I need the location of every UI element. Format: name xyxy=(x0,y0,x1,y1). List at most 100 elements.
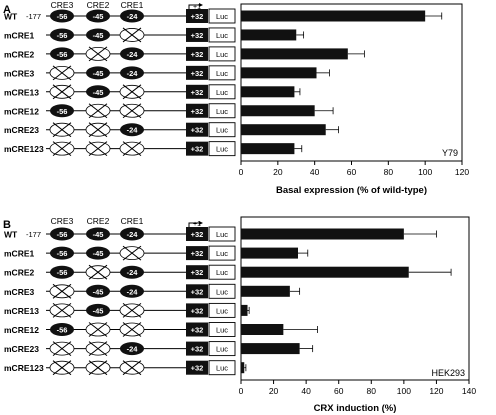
bar-mcre3 xyxy=(241,285,290,297)
exon-box xyxy=(186,265,208,280)
cell-line-label: Y79 xyxy=(442,148,458,158)
exon-box xyxy=(186,360,208,375)
exon-box xyxy=(186,46,208,61)
x-axis-title: Basal expression (% of wild-type) xyxy=(276,185,427,196)
luc-box xyxy=(208,302,236,318)
exon-label: +32 xyxy=(191,12,204,21)
exon-label: +32 xyxy=(191,249,204,258)
x-tick-label: 100 xyxy=(418,167,432,177)
bar-wt xyxy=(241,228,404,240)
cre-label: CRE2 xyxy=(87,0,110,10)
mutation-cross-icon xyxy=(52,283,72,299)
luc-box xyxy=(208,103,236,119)
x-tick-label: 0 xyxy=(239,386,244,396)
luc-label: Luc xyxy=(216,326,228,335)
mutation-cross-icon xyxy=(122,322,142,337)
luc-box xyxy=(208,8,236,24)
wt-start-label: -177 xyxy=(26,12,41,21)
cre-site-label: -24 xyxy=(127,50,139,59)
plot-frame xyxy=(240,216,470,381)
mutation-cross-icon xyxy=(122,360,142,376)
cre-site xyxy=(50,9,74,23)
luc-box xyxy=(208,226,236,242)
cre-site xyxy=(50,47,74,61)
construct-label: mCRE1 xyxy=(4,249,35,259)
cre-site xyxy=(50,265,74,279)
panel-letter: A xyxy=(3,4,11,16)
construct-label: WT xyxy=(4,12,18,22)
cre-site-label: -24 xyxy=(127,126,139,135)
exon-box xyxy=(186,65,208,80)
tss-arrowhead xyxy=(199,3,203,7)
mutation-cross-icon xyxy=(122,27,142,43)
luc-label: Luc xyxy=(216,268,228,277)
cre-site-label: -24 xyxy=(127,268,139,277)
construct-label: mCRE2 xyxy=(4,49,35,59)
cre-site xyxy=(50,227,74,241)
exon-label: +32 xyxy=(191,306,204,315)
exon-box xyxy=(186,284,208,299)
x-tick-label: 60 xyxy=(347,167,357,177)
mutation-cross-icon xyxy=(88,264,108,280)
panel-letter: B xyxy=(3,219,11,231)
x-axis-title: CRX induction (%) xyxy=(314,403,397,414)
bar-mcre3 xyxy=(241,67,317,79)
construct-label: mCRE12 xyxy=(4,325,39,335)
mutation-cross-icon xyxy=(88,341,108,356)
exon-box xyxy=(186,341,208,356)
bar-mcre2 xyxy=(241,48,348,60)
luc-label: Luc xyxy=(216,12,228,21)
construct-label: mCRE23 xyxy=(4,125,39,135)
cre-site xyxy=(50,246,74,260)
cre-label: CRE2 xyxy=(87,216,110,226)
construct-label: mCRE3 xyxy=(4,287,35,297)
construct-label: mCRE13 xyxy=(4,306,39,316)
luc-box xyxy=(208,322,236,337)
cre-site-label: -24 xyxy=(127,69,139,78)
x-tick-label: 40 xyxy=(310,167,320,177)
construct-label: mCRE123 xyxy=(4,363,44,373)
x-tick-label: 20 xyxy=(273,167,283,177)
cre-site-label: -45 xyxy=(93,12,104,21)
luc-label: Luc xyxy=(216,50,228,59)
luc-box xyxy=(208,141,236,157)
luc-label: Luc xyxy=(216,364,228,373)
bar-mcre123 xyxy=(241,143,295,155)
exon-label: +32 xyxy=(191,88,204,97)
x-tick-label: 80 xyxy=(384,167,394,177)
cre-site-label: -56 xyxy=(57,268,68,277)
luc-label: Luc xyxy=(216,345,228,354)
construct-label: WT xyxy=(4,230,18,240)
luc-label: Luc xyxy=(216,249,228,258)
cre-site-label: -45 xyxy=(93,230,104,239)
bar-wt xyxy=(241,10,426,22)
exon-box xyxy=(186,9,208,23)
mutation-cross-icon xyxy=(52,84,72,100)
mutation-cross-icon xyxy=(88,141,108,157)
mutation-cross-icon xyxy=(52,341,72,356)
exon-box xyxy=(186,84,208,99)
panel-b: B CRE3 CRE2 CRE1 +1 WT -177 -56 -45 -24 +32 Luc mCRE… xyxy=(3,216,476,414)
cre-label: CRE3 xyxy=(51,216,74,226)
exon-label: +32 xyxy=(191,145,204,154)
cre-site-label: -24 xyxy=(127,287,139,296)
exon-box xyxy=(186,103,208,118)
mutation-cross-icon xyxy=(122,103,142,119)
cre-site-label: -56 xyxy=(57,249,68,258)
luc-box xyxy=(208,341,236,357)
luc-label: Luc xyxy=(216,31,228,40)
mutation-cross-icon xyxy=(52,122,72,138)
bar-mcre1 xyxy=(241,29,297,41)
cre-label: CRE1 xyxy=(121,0,144,10)
cre-site-label: -56 xyxy=(57,31,68,40)
cell-line-label: HEK293 xyxy=(431,368,465,378)
cre-label: CRE3 xyxy=(51,0,74,10)
luc-label: Luc xyxy=(216,230,228,239)
bar-mcre13 xyxy=(241,86,295,98)
x-tick-label: 120 xyxy=(429,386,443,396)
mutation-cross-icon xyxy=(122,84,142,100)
cre-site-label: -45 xyxy=(93,306,104,315)
cre-site xyxy=(50,323,74,336)
luc-box xyxy=(208,65,236,81)
cre-site xyxy=(86,66,110,80)
